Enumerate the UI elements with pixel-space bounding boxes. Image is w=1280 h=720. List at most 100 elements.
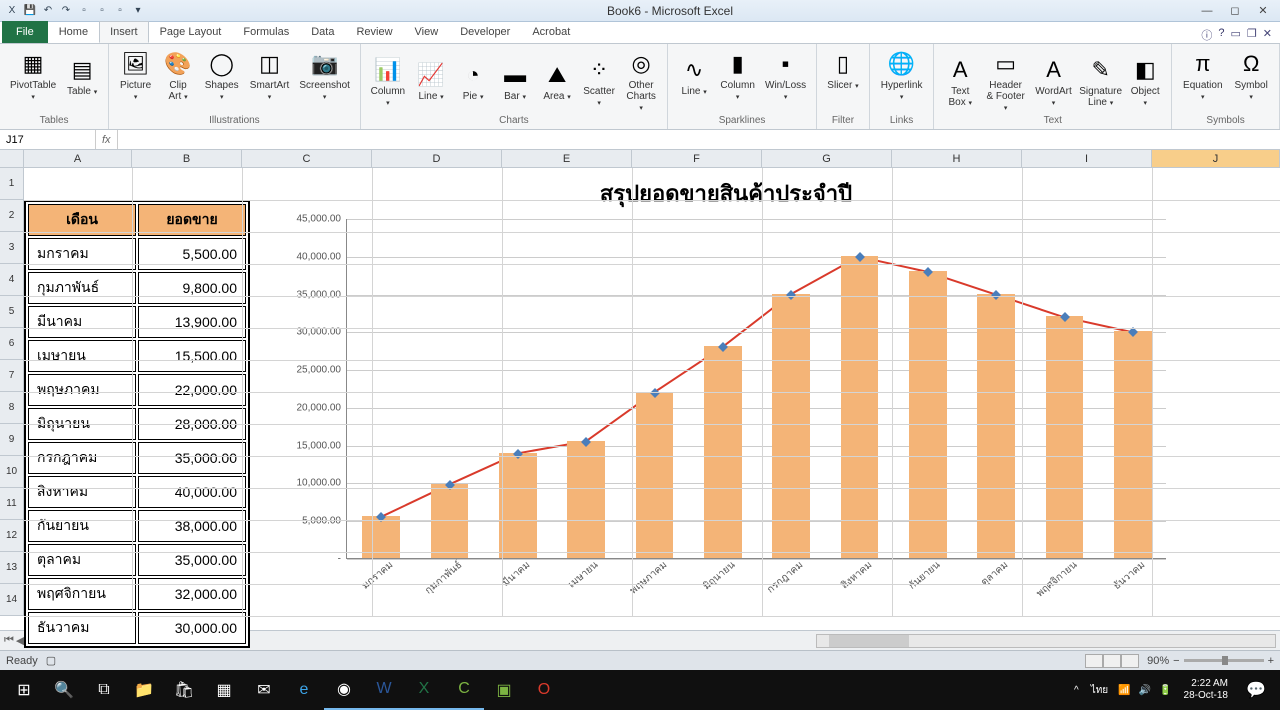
ribbon-tab-home[interactable]: Home <box>48 21 99 43</box>
sheet-first-icon[interactable]: ⏮ <box>4 634 14 647</box>
ribbon-text-box-button[interactable]: ATextBox ▾ <box>940 46 980 115</box>
app-icon[interactable]: ▣ <box>484 670 524 710</box>
ribbon-hyperlink-button[interactable]: 🌐Hyperlink ▾ <box>876 46 927 104</box>
ribbon-tab-formulas[interactable]: Formulas <box>232 21 300 43</box>
ribbon-tab-developer[interactable]: Developer <box>449 21 521 43</box>
excel-taskbar-icon[interactable]: X <box>404 670 444 710</box>
wifi-icon[interactable]: 📶 <box>1114 685 1134 696</box>
minimize-ribbon-icon[interactable]: ▭ <box>1231 27 1241 43</box>
column-header-J[interactable]: J <box>1152 150 1280 167</box>
ribbon-line-button[interactable]: 📈Line ▾ <box>411 46 451 115</box>
explorer-icon[interactable]: 📁 <box>124 670 164 710</box>
ribbon-tab-acrobat[interactable]: Acrobat <box>521 21 581 43</box>
row-header-4[interactable]: 4 <box>0 264 24 296</box>
ribbon-bar-button[interactable]: ▬Bar ▾ <box>495 46 535 115</box>
edge-icon[interactable]: e <box>284 670 324 710</box>
ribbon-table-button[interactable]: ▤Table ▾ <box>62 46 102 104</box>
qat-icon[interactable]: ▫ <box>94 3 110 19</box>
file-tab[interactable]: File <box>2 21 48 43</box>
store-icon[interactable]: 🛍 <box>164 670 204 710</box>
close-workbook-icon[interactable]: ✕ <box>1263 27 1272 43</box>
ribbon-header-&-footer-button[interactable]: ▭Header& Footer ▾ <box>982 46 1029 115</box>
ribbon-area-button[interactable]: ⛰Area ▾ <box>537 46 577 115</box>
app-icon[interactable]: ▦ <box>204 670 244 710</box>
row-header-10[interactable]: 10 <box>0 456 24 488</box>
tray-up-icon[interactable]: ^ <box>1068 685 1085 696</box>
macro-record-icon[interactable]: ▢ <box>38 654 56 667</box>
column-header-I[interactable]: I <box>1022 150 1152 167</box>
zoom-slider[interactable] <box>1184 659 1264 662</box>
row-header-13[interactable]: 13 <box>0 552 24 584</box>
task-view-icon[interactable]: ⧉ <box>84 670 124 710</box>
opera-icon[interactable]: O <box>524 670 564 710</box>
fx-label[interactable]: fx <box>96 130 118 149</box>
ribbon-signature-line-button[interactable]: ✎SignatureLine ▾ <box>1078 46 1123 115</box>
help-question-icon[interactable]: ? <box>1218 27 1224 43</box>
column-header-H[interactable]: H <box>892 150 1022 167</box>
ribbon-symbol-button[interactable]: ΩSymbol ▾ <box>1229 46 1273 104</box>
battery-icon[interactable]: 🔋 <box>1155 685 1175 696</box>
chrome-icon[interactable]: ◉ <box>324 670 364 710</box>
start-button[interactable]: ⊞ <box>4 670 44 710</box>
horizontal-scrollbar[interactable] <box>816 634 1276 648</box>
cells-area[interactable]: เดือนยอดขายมกราคม5,500.00กุมภาพันธ์9,800… <box>24 168 1280 616</box>
column-header-D[interactable]: D <box>372 150 502 167</box>
mail-icon[interactable]: ✉ <box>244 670 284 710</box>
row-header-9[interactable]: 9 <box>0 424 24 456</box>
ribbon-clip-art-button[interactable]: 🎨ClipArt ▾ <box>158 46 198 104</box>
qat-icon[interactable]: ▫ <box>112 3 128 19</box>
notifications-icon[interactable]: 💬 <box>1236 670 1276 710</box>
name-box[interactable]: J17 <box>0 130 96 149</box>
row-header-1[interactable]: 1 <box>0 168 24 200</box>
view-buttons[interactable] <box>1085 654 1139 668</box>
undo-icon[interactable]: ↶ <box>40 3 56 19</box>
ribbon-tab-review[interactable]: Review <box>345 21 403 43</box>
zoom-control[interactable]: 90% − + <box>1147 655 1274 667</box>
search-icon[interactable]: 🔍 <box>44 670 84 710</box>
restore-window-icon[interactable]: ❐ <box>1247 27 1257 43</box>
column-header-F[interactable]: F <box>632 150 762 167</box>
ribbon-wordart-button[interactable]: AWordArt ▾ <box>1031 46 1076 115</box>
ribbon-tab-page-layout[interactable]: Page Layout <box>149 21 233 43</box>
ribbon-smartart-button[interactable]: ◫SmartArt ▾ <box>245 46 293 104</box>
zoom-in-button[interactable]: + <box>1268 655 1274 667</box>
ribbon-scatter-button[interactable]: ⁘Scatter ▾ <box>579 46 619 115</box>
ribbon-object-button[interactable]: ◧Object ▾ <box>1125 46 1165 115</box>
zoom-out-button[interactable]: − <box>1173 655 1179 667</box>
save-icon[interactable]: 💾 <box>22 3 38 19</box>
ribbon-pivottable-button[interactable]: ▦PivotTable ▾ <box>6 46 60 104</box>
ribbon-screenshot-button[interactable]: 📷Screenshot ▾ <box>296 46 354 104</box>
camtasia-icon[interactable]: C <box>444 670 484 710</box>
column-header-G[interactable]: G <box>762 150 892 167</box>
volume-icon[interactable]: 🔊 <box>1135 685 1155 696</box>
normal-view-button[interactable] <box>1085 654 1103 668</box>
column-header-A[interactable]: A <box>24 150 132 167</box>
help-icon[interactable]: ⓘ <box>1201 27 1212 43</box>
row-header-12[interactable]: 12 <box>0 520 24 552</box>
close-button[interactable]: ✕ <box>1250 3 1276 19</box>
ribbon-equation-button[interactable]: πEquation ▾ <box>1178 46 1227 104</box>
formula-input[interactable] <box>118 130 1280 149</box>
ribbon-slicer-button[interactable]: ▯Slicer ▾ <box>823 46 863 93</box>
row-header-7[interactable]: 7 <box>0 360 24 392</box>
minimize-button[interactable]: — <box>1194 3 1220 19</box>
row-header-11[interactable]: 11 <box>0 488 24 520</box>
ribbon-column-button[interactable]: 📊Column ▾ <box>367 46 409 115</box>
chart[interactable]: สรุปยอดขายสินค้าประจำปี -5,000.0010,000.… <box>276 172 1176 622</box>
row-header-3[interactable]: 3 <box>0 232 24 264</box>
column-header-E[interactable]: E <box>502 150 632 167</box>
ribbon-other-charts-button[interactable]: ◎OtherCharts ▾ <box>621 46 661 115</box>
row-header-6[interactable]: 6 <box>0 328 24 360</box>
spreadsheet-grid[interactable]: ABCDEFGHIJ 1234567891011121314 เดือนยอดข… <box>0 150 1280 630</box>
ribbon-line-button[interactable]: ∿Line ▾ <box>674 46 714 104</box>
qat-icon[interactable]: ▫ <box>76 3 92 19</box>
row-header-14[interactable]: 14 <box>0 584 24 616</box>
ribbon-tab-view[interactable]: View <box>404 21 450 43</box>
maximize-button[interactable]: ◻ <box>1222 3 1248 19</box>
column-header-C[interactable]: C <box>242 150 372 167</box>
redo-icon[interactable]: ↷ <box>58 3 74 19</box>
ribbon-shapes-button[interactable]: ◯Shapes ▾ <box>200 46 243 104</box>
ribbon-pie-button[interactable]: ◔Pie ▾ <box>453 46 493 115</box>
clock[interactable]: 2:22 AM 28-Oct-18 <box>1176 678 1236 702</box>
row-header-5[interactable]: 5 <box>0 296 24 328</box>
